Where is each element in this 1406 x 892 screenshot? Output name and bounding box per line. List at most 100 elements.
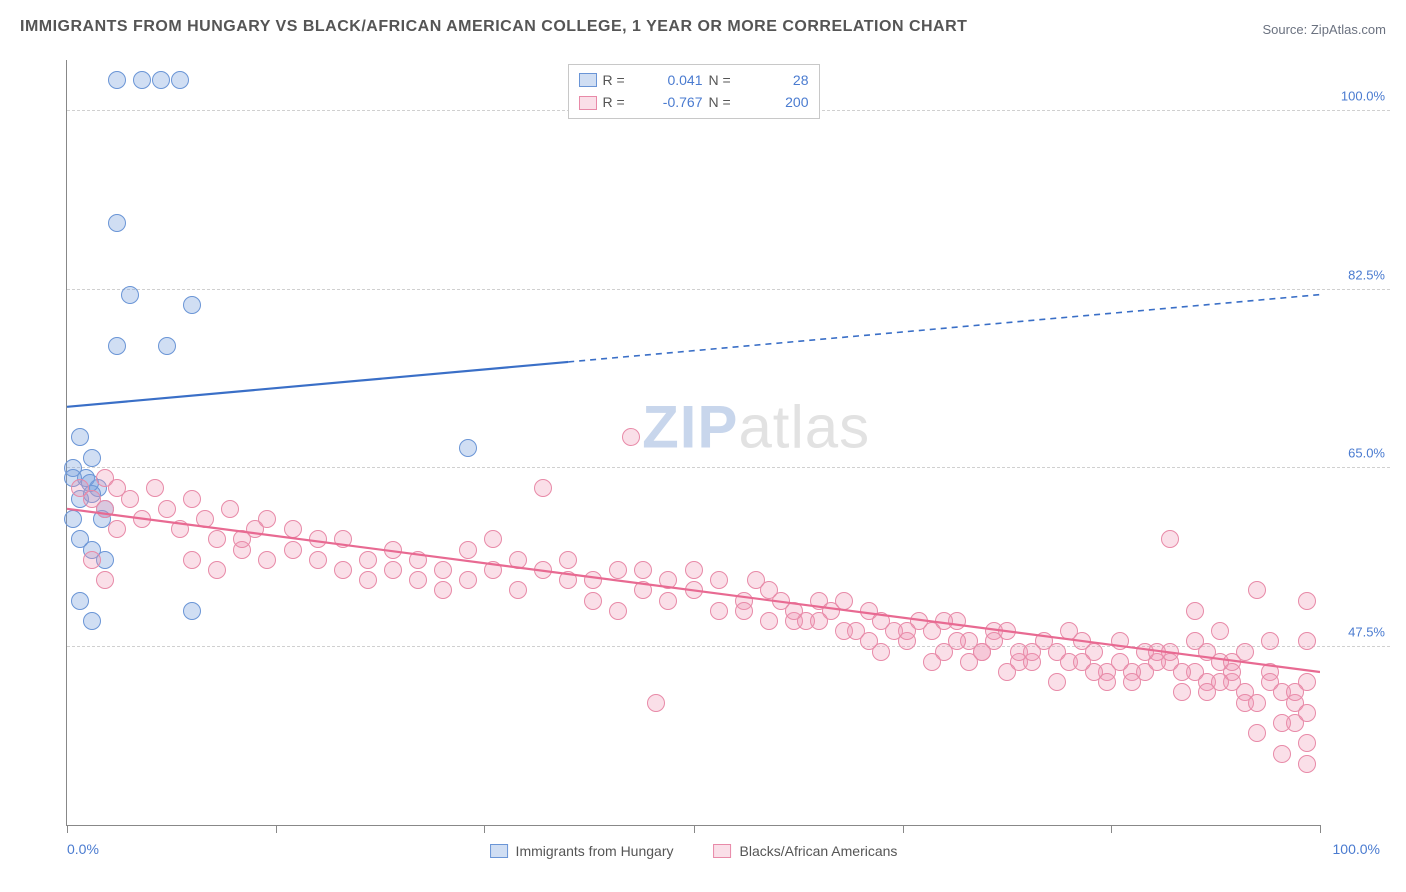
data-point <box>64 510 82 528</box>
data-point <box>459 439 477 457</box>
legend-n-label: N = <box>709 91 743 113</box>
data-point <box>634 561 652 579</box>
data-point <box>835 592 853 610</box>
data-point <box>747 571 765 589</box>
data-point <box>584 592 602 610</box>
legend-n-label: N = <box>709 69 743 91</box>
correlation-legend: R = 0.041 N = 28 R = -0.767 N = 200 <box>568 64 820 119</box>
chart-container: College, 1 year or more ZIPatlas R = 0.0… <box>16 50 1390 876</box>
data-point <box>459 541 477 559</box>
data-point <box>960 653 978 671</box>
data-point <box>158 337 176 355</box>
data-point <box>1186 602 1204 620</box>
data-point <box>221 500 239 518</box>
data-point <box>133 510 151 528</box>
data-point <box>83 612 101 630</box>
chart-title: IMMIGRANTS FROM HUNGARY VS BLACK/AFRICAN… <box>20 18 967 36</box>
data-point <box>659 592 677 610</box>
data-point <box>659 571 677 589</box>
data-point <box>609 602 627 620</box>
data-point <box>284 541 302 559</box>
data-point <box>83 449 101 467</box>
data-point <box>509 551 527 569</box>
data-point <box>1298 704 1316 722</box>
data-point <box>1111 653 1129 671</box>
data-point <box>735 602 753 620</box>
data-point <box>96 500 114 518</box>
x-axis-max-label: 100.0% <box>1333 841 1380 857</box>
data-point <box>434 581 452 599</box>
x-axis-min-label: 0.0% <box>67 841 99 857</box>
data-point <box>96 571 114 589</box>
data-point <box>1173 683 1191 701</box>
data-point <box>152 71 170 89</box>
data-point <box>710 602 728 620</box>
data-point <box>459 571 477 589</box>
data-point <box>121 490 139 508</box>
legend-item-1: Blacks/African Americans <box>713 843 897 859</box>
data-point <box>584 571 602 589</box>
data-point <box>384 541 402 559</box>
source-link[interactable]: ZipAtlas.com <box>1311 22 1386 37</box>
legend-swatch-icon <box>713 844 731 858</box>
data-point <box>1198 683 1216 701</box>
data-point <box>710 571 728 589</box>
data-point <box>171 71 189 89</box>
legend-n-value-0: 28 <box>749 69 809 91</box>
legend-row-series-0: R = 0.041 N = 28 <box>579 69 809 91</box>
data-point <box>1173 663 1191 681</box>
data-point <box>334 561 352 579</box>
data-point <box>309 530 327 548</box>
y-tick-label: 82.5% <box>1348 267 1385 282</box>
legend-r-value-1: -0.767 <box>643 91 703 113</box>
x-tick <box>1111 825 1112 833</box>
data-point <box>484 561 502 579</box>
data-point <box>121 286 139 304</box>
data-point <box>384 561 402 579</box>
data-point <box>196 510 214 528</box>
data-point <box>359 551 377 569</box>
x-tick <box>67 825 68 833</box>
legend-item-label: Immigrants from Hungary <box>516 843 674 859</box>
legend-item-label: Blacks/African Americans <box>739 843 897 859</box>
data-point <box>998 663 1016 681</box>
data-point <box>183 602 201 620</box>
data-point <box>1261 632 1279 650</box>
x-tick <box>903 825 904 833</box>
data-point <box>1085 663 1103 681</box>
data-point <box>609 561 627 579</box>
trend-lines <box>67 60 1320 825</box>
data-point <box>183 490 201 508</box>
data-point <box>872 643 890 661</box>
data-point <box>309 551 327 569</box>
data-point <box>484 530 502 548</box>
data-point <box>534 479 552 497</box>
data-point <box>409 551 427 569</box>
watermark-bold: ZIP <box>642 394 738 461</box>
data-point <box>233 530 251 548</box>
data-point <box>71 428 89 446</box>
data-point <box>923 653 941 671</box>
data-point <box>1261 673 1279 691</box>
data-point <box>1161 530 1179 548</box>
data-point <box>284 520 302 538</box>
x-tick <box>276 825 277 833</box>
data-point <box>1248 724 1266 742</box>
data-point <box>1223 653 1241 671</box>
data-point <box>1298 734 1316 752</box>
plot-area: ZIPatlas R = 0.041 N = 28 R = -0.767 N =… <box>66 60 1320 826</box>
data-point <box>158 500 176 518</box>
data-point <box>647 694 665 712</box>
data-point <box>108 337 126 355</box>
data-point <box>71 592 89 610</box>
data-point <box>258 551 276 569</box>
legend-r-value-0: 0.041 <box>643 69 703 91</box>
data-point <box>1023 643 1041 661</box>
x-tick <box>1320 825 1321 833</box>
x-tick <box>694 825 695 833</box>
legend-swatch-1 <box>579 96 597 110</box>
data-point <box>1211 622 1229 640</box>
data-point <box>1298 755 1316 773</box>
data-point <box>108 214 126 232</box>
legend-n-value-1: 200 <box>749 91 809 113</box>
